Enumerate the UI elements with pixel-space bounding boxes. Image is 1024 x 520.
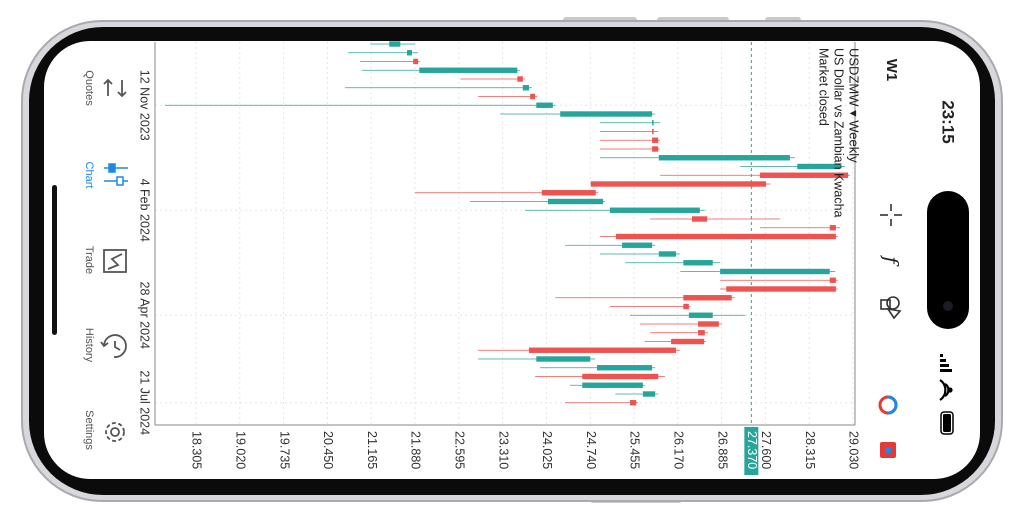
chart: 18.305 19.020 19.735 20.450 21.165 21.880 22.5…: [138, 41, 861, 475]
candle-body: [596, 365, 653, 371]
market-status: Market closed: [817, 48, 831, 126]
candle-body: [609, 207, 700, 213]
candle-body: [413, 58, 419, 65]
tab-label[interactable]: History: [83, 328, 95, 363]
price-tick-label: 26.885: [715, 431, 729, 469]
status-time: 23:15: [939, 100, 958, 143]
candle-body: [683, 260, 713, 266]
timeframe-button[interactable]: W1: [883, 59, 900, 82]
candle-body: [652, 146, 659, 152]
candle-body: [829, 225, 836, 231]
camera: [943, 301, 953, 311]
candle-body: [726, 286, 836, 292]
candle-body: [622, 242, 653, 248]
signal-icon: [940, 354, 952, 372]
candle-body: [407, 50, 412, 56]
quotes-icon[interactable]: [103, 78, 127, 98]
candle-body: [590, 181, 767, 187]
tab-bar: Quotes Chart Trade History Settings: [83, 70, 128, 450]
symbol-title[interactable]: USDZMW ▾ Weekly: [847, 48, 862, 163]
tab-label[interactable]: Settings: [83, 410, 95, 450]
price-tick-label: 26.170: [672, 431, 686, 469]
candle-body: [536, 356, 591, 362]
tab-label[interactable]: Quotes: [83, 70, 95, 106]
last-price-tag: [744, 427, 759, 475]
one-click-icon[interactable]: [880, 442, 896, 458]
candle-body: [389, 41, 401, 47]
price-tick-label: 25.455: [628, 431, 642, 469]
candle-body: [615, 233, 836, 240]
objects-button[interactable]: [880, 296, 902, 320]
candle-body: [698, 330, 705, 336]
candle-body: [536, 102, 553, 108]
tab-label[interactable]: Chart: [83, 162, 95, 189]
crosshair-button[interactable]: [880, 204, 902, 226]
settings-icon[interactable]: [105, 422, 125, 442]
tab-label[interactable]: Trade: [83, 246, 95, 274]
candle-body: [658, 251, 676, 257]
price-tick-label: 21.165: [365, 431, 379, 469]
candle-body: [517, 76, 523, 82]
price-tick-label: 28.315: [803, 431, 817, 469]
candle-body: [547, 198, 604, 205]
candle-body: [691, 216, 708, 222]
price-tick-label: 27.600: [759, 431, 773, 469]
price-tick-label: 23.310: [496, 431, 510, 469]
candle-body: [630, 400, 637, 406]
price-tick-label: 24.025: [540, 431, 554, 469]
candle-body: [683, 303, 689, 310]
chart-icon[interactable]: [104, 163, 128, 186]
candle-body: [698, 321, 719, 327]
price-tick-label: 18.305: [190, 431, 204, 469]
candle-body: [582, 373, 659, 380]
price-tick-label: 24.740: [584, 431, 598, 469]
price-tick-label: 20.450: [321, 431, 335, 469]
trade-signals-icon[interactable]: [878, 395, 898, 415]
battery-icon: [940, 411, 954, 435]
display: [44, 41, 980, 479]
candle-body: [530, 93, 536, 100]
battery-level: [943, 414, 951, 432]
candle-body: [652, 120, 654, 126]
wifi-icon: [939, 379, 953, 401]
candle-body: [419, 67, 518, 73]
candle-body: [759, 172, 849, 178]
date-tick-label: 21 Jul 2024: [138, 370, 152, 435]
candle-body: [560, 111, 653, 117]
candle-body: [522, 85, 529, 91]
date-tick-label: 4 Feb 2024: [138, 179, 152, 242]
candle-body: [528, 347, 676, 353]
candle-body: [582, 382, 643, 388]
candle-body: [671, 338, 705, 345]
price-tick-label: 19.020: [233, 431, 247, 469]
price-tick-label: 22.595: [453, 431, 467, 469]
candle-body: [658, 155, 790, 161]
history-icon[interactable]: [100, 334, 127, 358]
last-price-label: 27.370: [745, 431, 759, 469]
price-tick-label: 19.735: [277, 431, 291, 469]
candle-body: [541, 190, 596, 196]
candle-body: [829, 277, 836, 283]
candle-body: [642, 391, 656, 397]
candle-body: [683, 295, 732, 301]
price-tick-label: 29.030: [847, 431, 861, 469]
candle-body: [652, 128, 654, 135]
candle-body: [688, 312, 713, 318]
candle-body: [652, 137, 659, 143]
candle-body: [720, 268, 830, 275]
dynamic-island: [927, 191, 969, 329]
trade-icon[interactable]: [103, 249, 127, 273]
candle-body: [797, 163, 841, 170]
date-tick-label: 12 Nov 2023: [138, 70, 152, 141]
date-tick-label: 28 Apr 2024: [138, 282, 152, 349]
home-indicator: [52, 185, 57, 335]
price-tick-label: 21.880: [409, 431, 423, 469]
symbol-description: US Dollar vs Zambian Kwacha: [832, 48, 846, 218]
